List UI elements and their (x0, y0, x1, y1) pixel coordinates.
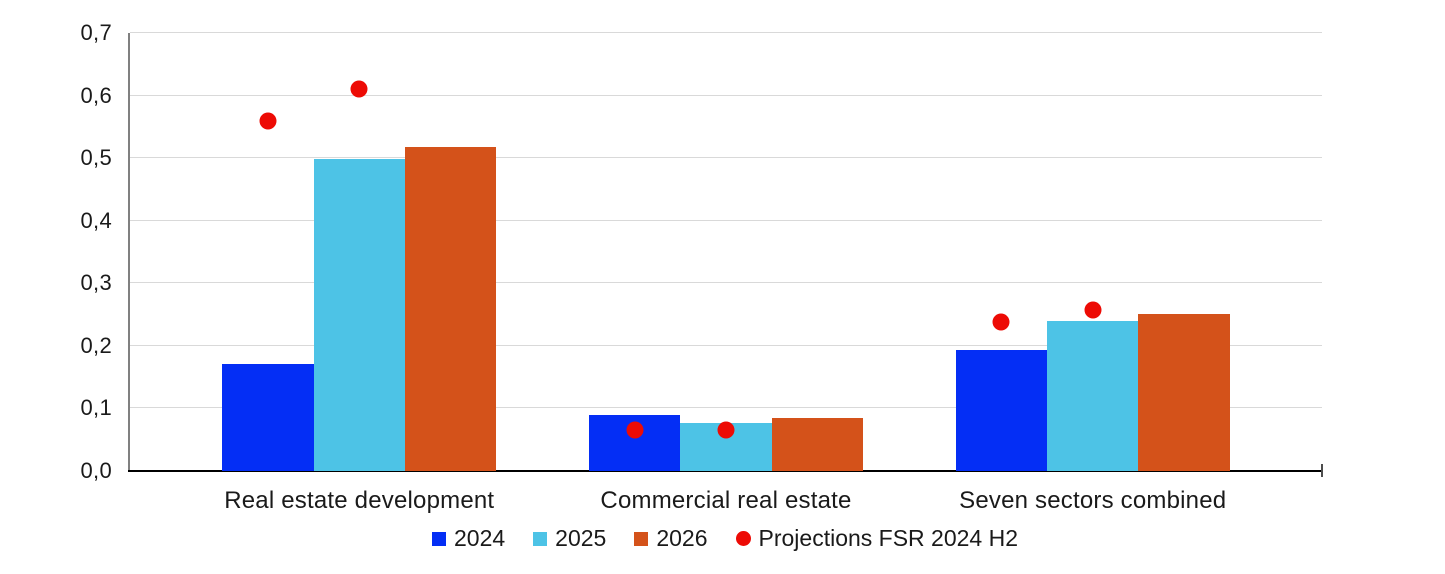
y-axis-tick-label: 0,2 (80, 332, 112, 358)
y-axis-tick-label: 0,7 (80, 20, 112, 45)
gridline (130, 282, 1322, 284)
legend-dot-icon (735, 531, 751, 546)
chart-legend: 2024 2025 2026 Projections FSR 2024 H2 (128, 525, 1322, 552)
gridline (130, 219, 1322, 221)
y-axis-tick-labels: 0,0 0,1 0,2 0,3 0,4 0,5 0,6 0,7 (0, 22, 112, 482)
projection-dot (992, 313, 1010, 331)
plot-area: Real estate development Commercial real e… (128, 32, 1323, 514)
y-axis-tick-label: 0,3 (80, 270, 112, 296)
bar-2026 (404, 146, 497, 471)
y-axis-tick-label: 0,6 (80, 82, 112, 108)
legend-item-2026: 2026 (634, 525, 708, 552)
bar-2026 (771, 418, 864, 471)
legend-item-2025-label: 2025 (555, 525, 607, 551)
category-label: Real estate development (224, 487, 495, 514)
x-axis-end-tick (1321, 464, 1323, 477)
projection-dot (717, 421, 735, 439)
gridline (130, 32, 1322, 33)
legend-item-2024-label: 2024 (453, 525, 506, 551)
legend-item-2025: 2025 (533, 525, 606, 552)
bar-2026 (1138, 313, 1230, 471)
legend-item-2024: 2024 (431, 525, 506, 552)
projection-dot (350, 80, 368, 98)
y-axis-tick-label: 0,5 (80, 145, 112, 171)
bar-2024 (955, 349, 1048, 471)
bar-2025 (1047, 320, 1139, 471)
y-axis-tick-label: 0,0 (80, 458, 112, 483)
legend-item-projections: Projections FSR 2024 H2 (735, 525, 1019, 552)
projection-dot (1084, 301, 1102, 319)
y-axis-tick-label: 0,1 (80, 395, 112, 421)
projection-dot (626, 421, 644, 439)
projection-dot (259, 112, 277, 130)
legend-swatch-icon (533, 531, 548, 546)
category-label: Seven sectors combined (959, 487, 1227, 514)
gridline (130, 157, 1322, 159)
gridline (130, 94, 1322, 96)
legend-item-projections-label: Projections FSR 2024 H2 (758, 525, 1019, 551)
legend-swatch-icon (431, 531, 446, 546)
y-axis-tick-label: 0,4 (80, 207, 112, 233)
x-axis-line (128, 470, 1322, 472)
bar-2025 (313, 159, 405, 471)
category-label: Commercial real estate (600, 487, 852, 514)
legend-swatch-icon (634, 531, 649, 546)
legend-item-2026-label: 2026 (656, 525, 708, 551)
bar-2024 (222, 364, 314, 471)
